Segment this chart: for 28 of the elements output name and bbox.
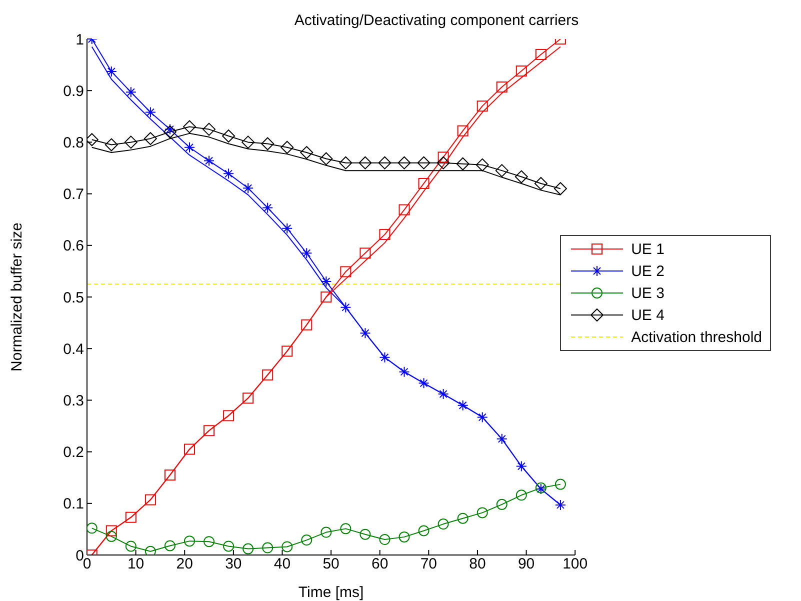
x-tick-label: 90: [518, 556, 535, 573]
y-tick-label: 0.6: [63, 238, 84, 255]
y-tick-label: 0.8: [63, 134, 84, 152]
legend-label: UE 2: [631, 262, 664, 280]
x-tick-label: 100: [562, 556, 588, 573]
x-tick-label: 10: [127, 556, 144, 573]
legend-label: UE 4: [631, 306, 664, 324]
y-tick-label: 0.7: [63, 186, 84, 204]
y-tick-label: 0.3: [63, 392, 84, 410]
legend-label: UE 3: [631, 284, 664, 302]
y-tick-label: 0.2: [63, 444, 84, 462]
chart-title: Activating/Deactivating component carriers: [293, 12, 580, 29]
x-tick-label: 40: [274, 556, 291, 573]
x-tick-label: 60: [372, 556, 388, 573]
y-tick-label: 0.9: [63, 82, 84, 100]
x-tick-label: 50: [322, 556, 340, 573]
y-tick-label: 0.4: [63, 340, 84, 358]
legend-label: UE 1: [631, 240, 664, 258]
legend-label: Activation threshold: [631, 328, 762, 346]
x-tick-label: 30: [225, 556, 242, 573]
x-tick-label: 70: [420, 556, 438, 573]
y-tick-label: 0.1: [63, 496, 84, 513]
x-axis-title: Time [ms]: [298, 584, 364, 601]
x-tick-label: 80: [469, 556, 486, 573]
y-tick-label: 0.5: [63, 289, 84, 306]
x-tick-label: 20: [176, 556, 193, 573]
y-axis-title: Normalized buffer size: [8, 222, 26, 372]
y-tick-label: 1: [76, 31, 84, 48]
